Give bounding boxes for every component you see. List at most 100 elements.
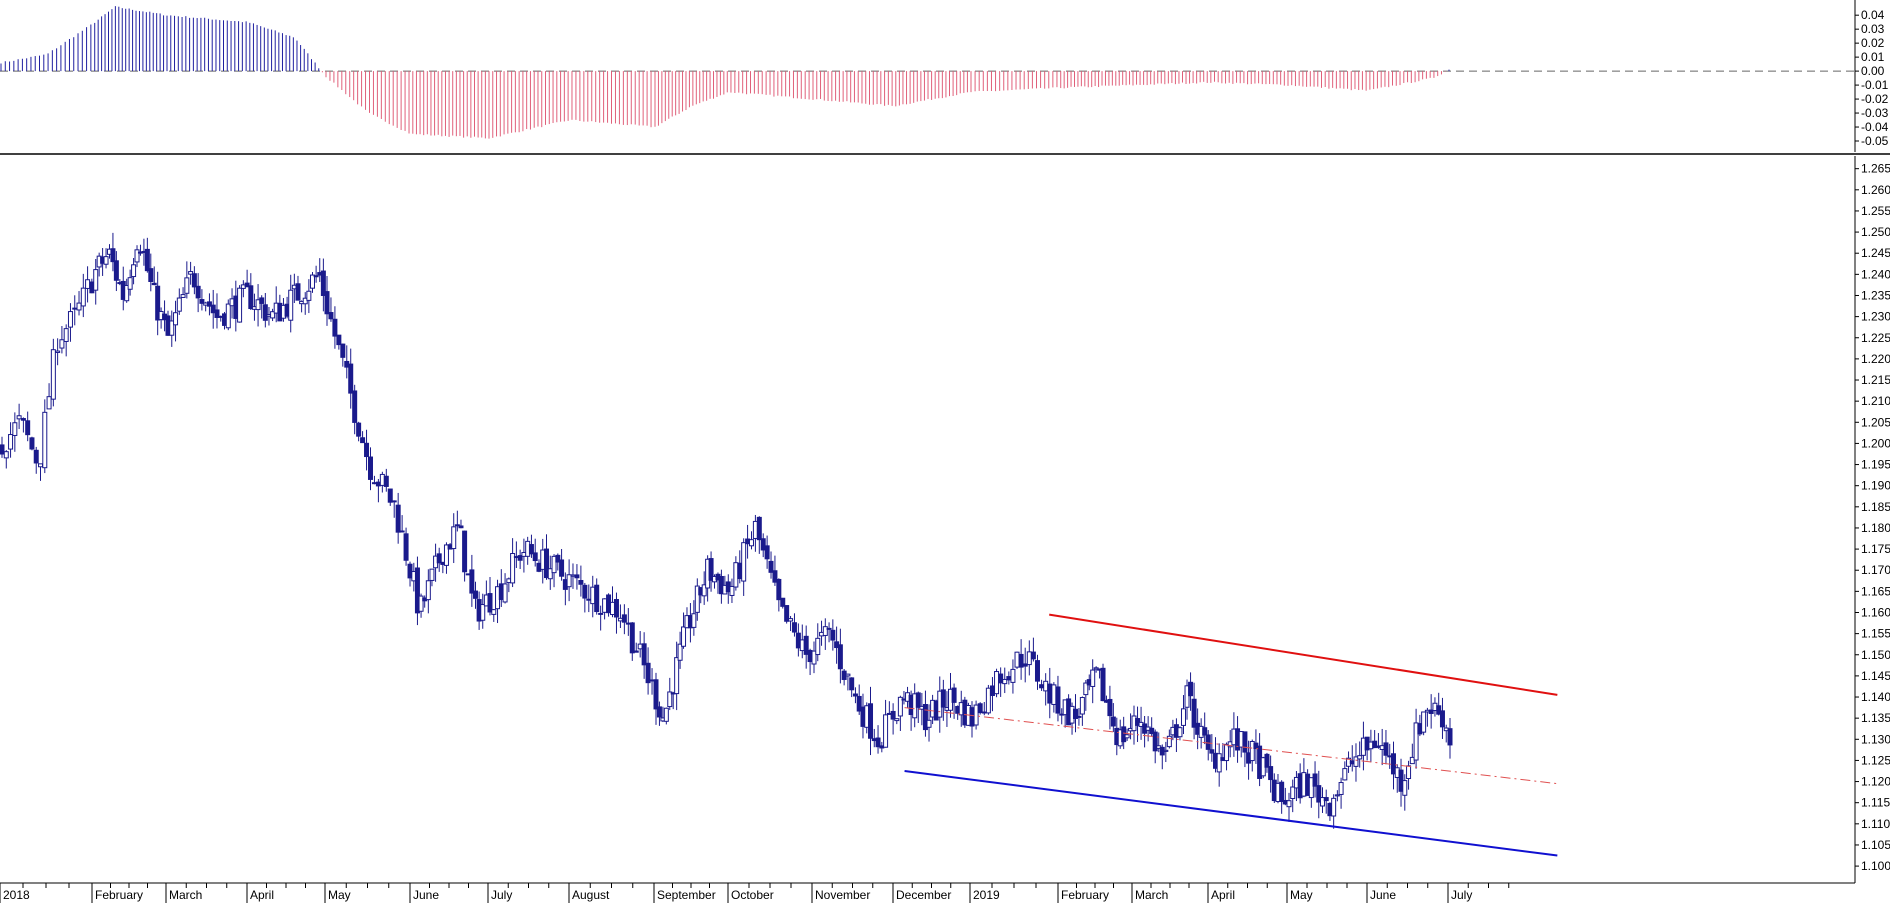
x-tick-label: April [250,888,274,902]
candle [1268,755,1274,793]
oscillator-tick-label: -0.03 [1861,106,1889,120]
candle [244,269,250,288]
candle [748,531,754,550]
candle [1353,743,1359,782]
candle [113,251,119,292]
candle [856,684,862,715]
candle [306,279,312,314]
candle [1323,789,1329,814]
candle [462,530,468,582]
candle [127,269,133,296]
price-tick-label: 1.205 [1861,415,1890,429]
candle [510,538,516,588]
candle [1188,672,1194,711]
candle [566,559,572,602]
candle [544,534,550,580]
candle [1076,708,1082,726]
candle [691,600,697,636]
candle [33,446,39,474]
candle [788,615,794,632]
candle [745,524,751,559]
candle [46,383,52,410]
candle [1010,659,1016,694]
candle [1372,730,1378,749]
candle [1224,742,1230,771]
candle [288,274,294,333]
candle [1002,667,1008,694]
candle [915,691,921,723]
candle [752,514,758,552]
candle [1138,706,1144,740]
candle [890,703,896,735]
candle [414,556,420,626]
candle [25,411,31,442]
x-tick-label: November [815,888,870,902]
candle [1357,741,1363,768]
price-tick-label: 1.165 [1861,584,1890,598]
candle [517,549,523,570]
candle [822,618,828,650]
x-tick-label: May [328,888,351,902]
price-tick-label: 1.105 [1861,838,1890,852]
candle [1342,761,1348,781]
x-tick-label: May [1290,888,1313,902]
candle [20,417,26,433]
candle [594,578,600,615]
candle [458,519,464,529]
candle [1180,695,1186,735]
price-panel: 1.265 1.260 1.255 1.250 1.245 1.240 1.235 1.230… [0,156,1890,883]
price-tick-label: 1.240 [1861,267,1890,281]
candle [795,623,801,657]
x-tick-label: 2019 [973,888,1000,902]
candle [59,326,65,354]
price-tick-label: 1.210 [1861,394,1890,408]
candle [173,300,179,342]
x-tick-label: October [731,888,774,902]
price-tick-label: 1.110 [1861,817,1890,831]
price-tick-label: 1.195 [1861,458,1890,472]
candle [1316,770,1322,819]
price-tick-label: 1.255 [1861,204,1890,218]
candle [551,554,557,588]
x-tick-label: July [1451,888,1472,902]
candle [429,568,435,587]
candle [610,586,616,618]
candle [360,431,366,444]
price-tick-label: 1.235 [1861,288,1890,302]
candle [93,258,99,305]
candle [199,289,205,311]
candle [645,647,651,695]
candle [555,553,561,571]
candle [29,436,35,451]
x-tick-label: December [896,888,951,902]
candle [472,581,478,609]
price-tick-label: 1.215 [1861,373,1890,387]
candle [1166,729,1172,749]
candle [180,287,186,298]
price-tick-label: 1.130 [1861,732,1890,746]
x-tick-label: June [413,888,439,902]
candle [1022,647,1028,683]
candle [940,679,946,721]
candle [629,622,635,661]
candle [348,348,354,409]
candle [480,593,486,629]
candle [124,278,130,303]
candle [653,672,659,725]
price-tick-label: 1.175 [1861,542,1890,556]
candle [367,447,373,491]
candle [1142,715,1148,748]
x-tick-label: February [95,888,143,902]
candle [418,593,424,618]
x-tick-label: April [1211,888,1235,902]
candle [1428,694,1434,729]
candle [1402,774,1408,811]
candle [270,308,276,322]
candle [375,478,381,503]
candle [633,642,639,653]
price-tick-label: 1.155 [1861,627,1890,641]
candle [582,582,588,613]
candle [1110,703,1116,733]
candle [50,338,56,407]
